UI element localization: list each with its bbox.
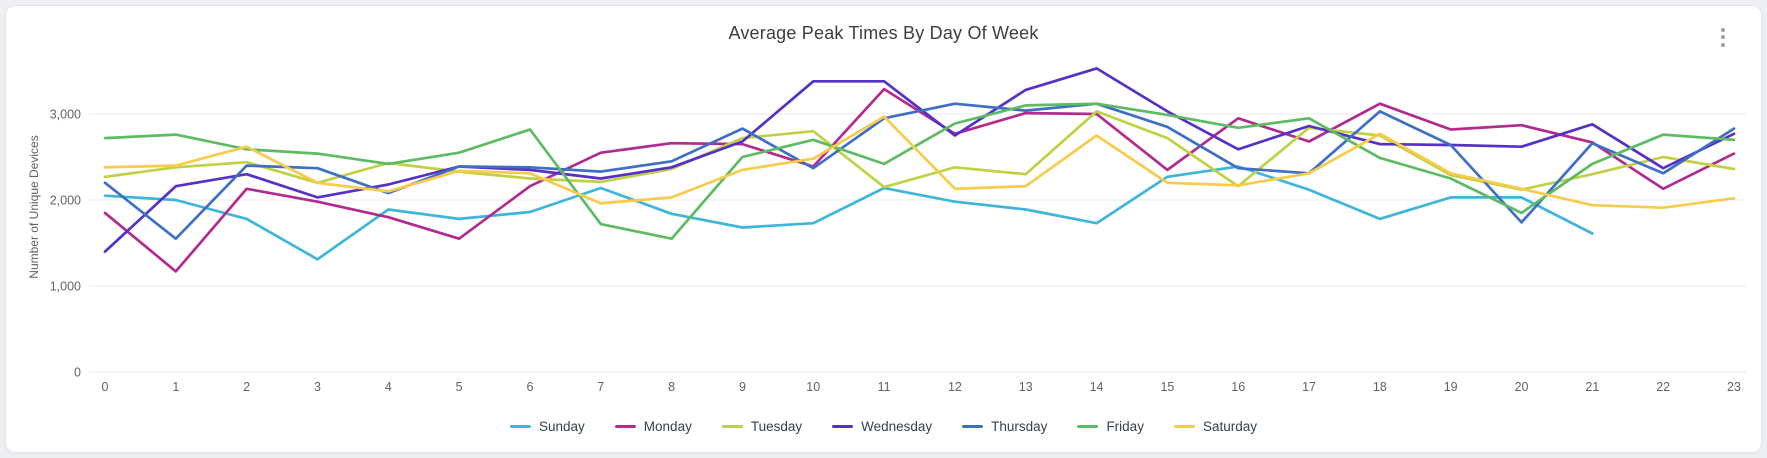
chart-legend: Sunday Monday Tuesday Wednesday Thursday Frid… (6, 419, 1761, 434)
y-tick-label: 3,000 (50, 108, 81, 122)
legend-label: Thursday (991, 419, 1048, 434)
series-line-thursday (103, 102, 1736, 241)
x-tick-label: 23 (1727, 380, 1741, 394)
legend-swatch-wednesday (832, 424, 854, 429)
x-tick-label: 13 (1019, 380, 1033, 394)
legend-label: Wednesday (861, 419, 933, 434)
legend-swatch-tuesday (721, 424, 743, 429)
legend-label: Tuesday (750, 419, 803, 434)
x-tick-label: 3 (314, 380, 321, 394)
legend-item-monday[interactable]: Monday (614, 419, 692, 434)
legend-item-thursday[interactable]: Thursday (962, 419, 1047, 434)
y-tick-label: 1,000 (50, 280, 81, 294)
legend-label: Saturday (1202, 419, 1257, 434)
x-tick-label: 10 (806, 380, 820, 394)
legend-item-saturday[interactable]: Saturday (1173, 419, 1257, 434)
x-tick-label: 5 (456, 380, 463, 394)
chart-title: Average Peak Times By Day Of Week (728, 23, 1039, 43)
x-tick-label: 9 (739, 380, 746, 394)
x-tick-label: 17 (1302, 380, 1316, 394)
legend-label: Sunday (539, 419, 585, 434)
legend-swatch-thursday (962, 424, 984, 429)
x-tick-label: 21 (1585, 380, 1599, 394)
x-tick-label: 16 (1231, 380, 1245, 394)
y-tick-label: 0 (74, 366, 81, 380)
x-tick-label: 0 (102, 380, 109, 394)
legend-label: Friday (1106, 419, 1144, 434)
y-axis-title: Number of Unique Devices (27, 135, 41, 279)
x-tick-label: 2 (243, 380, 250, 394)
x-tick-label: 7 (597, 380, 604, 394)
x-tick-label: 20 (1515, 380, 1529, 394)
x-tick-label: 12 (948, 380, 962, 394)
x-tick-label: 11 (878, 380, 891, 394)
legend-label: Monday (643, 419, 692, 434)
legend-item-friday[interactable]: Friday (1077, 419, 1144, 434)
y-tick-label: 2,000 (50, 194, 81, 208)
legend-item-wednesday[interactable]: Wednesday (832, 419, 932, 434)
series-line-wednesday (103, 67, 1736, 253)
legend-item-tuesday[interactable]: Tuesday (721, 419, 803, 434)
x-tick-label: 4 (385, 380, 392, 394)
x-tick-label: 15 (1160, 380, 1174, 394)
x-tick-label: 8 (668, 380, 675, 394)
legend-item-sunday[interactable]: Sunday (510, 419, 585, 434)
x-tick-label: 18 (1373, 380, 1387, 394)
legend-swatch-sunday (510, 424, 531, 429)
kebab-menu-icon (1721, 27, 1725, 32)
kebab-menu-icon (1721, 35, 1725, 39)
series-line-saturday (103, 115, 1736, 210)
chart-card: Average Peak Times By Day Of Week 0 1,000… (5, 5, 1762, 453)
x-tick-label: 6 (526, 380, 533, 394)
chart-options-button[interactable] (1709, 22, 1737, 52)
x-tick-label: 19 (1444, 380, 1458, 394)
x-tick-label: 1 (172, 380, 179, 394)
legend-swatch-friday (1077, 424, 1099, 429)
kebab-menu-icon (1721, 42, 1725, 47)
legend-swatch-monday (614, 424, 636, 429)
series-line-tuesday (103, 110, 1736, 192)
series-line-friday (103, 102, 1736, 241)
x-tick-label: 14 (1090, 380, 1104, 394)
x-tick-label: 22 (1656, 380, 1670, 394)
series-line-sunday (103, 165, 1594, 261)
legend-swatch-saturday (1173, 424, 1195, 429)
